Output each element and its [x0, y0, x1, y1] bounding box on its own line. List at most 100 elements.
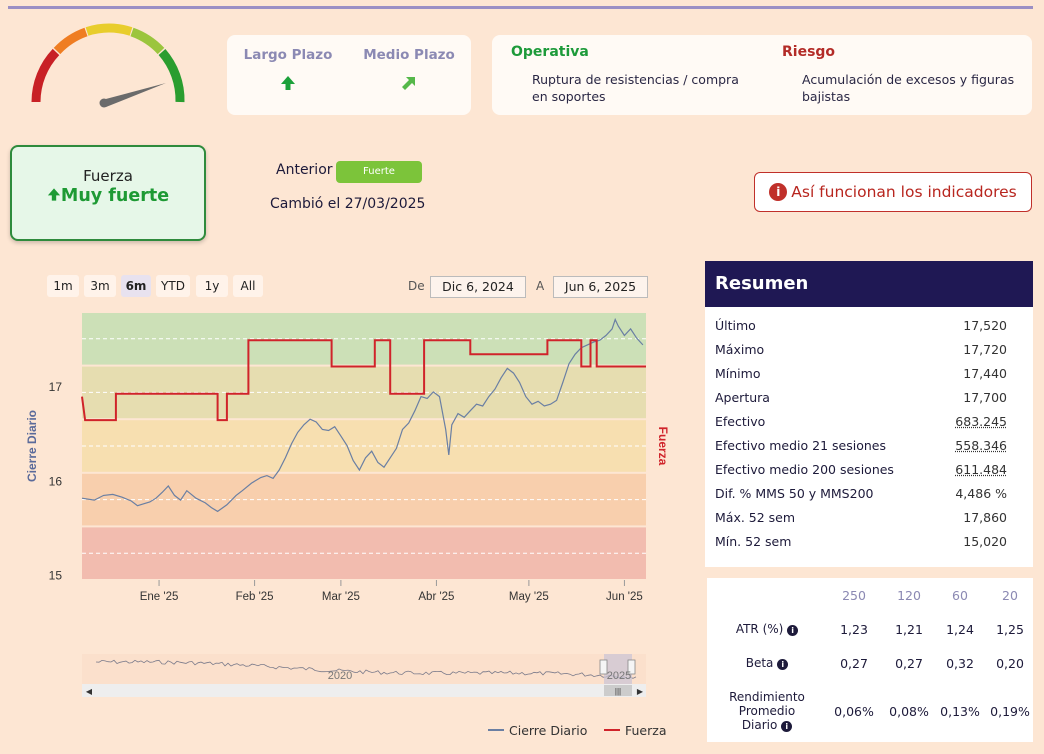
navigator-year-label: 2020 [328, 670, 352, 682]
riesgo-title: Riesgo [782, 44, 836, 60]
resumen-row-dif-mms: Dif. % MMS 50 y MMS200 4,486 % [715, 486, 1007, 510]
gauge-arc-red [31, 48, 60, 103]
grid-lines [82, 338, 646, 554]
scroll-left-icon[interactable]: ◀ [86, 687, 93, 696]
resumen-label: Apertura [715, 390, 770, 405]
info-icon[interactable]: i [781, 721, 793, 732]
legend-cierre-label: Cierre Diario [509, 723, 588, 738]
resumen-title: Resumen [705, 261, 1033, 307]
arrow-up-icon [238, 75, 338, 96]
gauge-arc-green [158, 49, 185, 103]
navigator-line [95, 659, 637, 680]
resumen-value: 17,720 [963, 342, 1007, 357]
resumen-value: 17,440 [963, 366, 1007, 381]
range-6m-button[interactable]: 6m [121, 275, 151, 297]
scrollbar-grip-icon: ||| [615, 687, 621, 696]
date-to-input[interactable]: Jun 6, 2025 [553, 276, 648, 298]
y-tick-label: 17 [49, 380, 63, 394]
resumen-label: Efectivo [715, 414, 766, 429]
beta-label-row: Beta i [717, 656, 817, 670]
scroll-right-icon[interactable]: ▶ [637, 687, 644, 696]
x-tick-label: Jun '25 [606, 591, 643, 603]
resumen-value[interactable]: 611.484 [955, 462, 1007, 477]
navigator-scrollbar[interactable] [82, 684, 646, 697]
resumen-value: 17,520 [963, 318, 1007, 333]
y-tick-label: 15 [49, 568, 63, 582]
resumen-row-efectivo: Efectivo 683.245 [715, 414, 1007, 438]
resumen-value: 15,020 [963, 534, 1007, 549]
rend-label-3: Diario [741, 718, 778, 732]
resumen-row-max52: Máx. 52 sem 17,860 [715, 510, 1007, 534]
x-tick-label: Mar '25 [322, 591, 360, 603]
range-ytd-button[interactable]: YTD [156, 275, 190, 297]
atr-label: ATR (%) [735, 622, 784, 636]
rend-label-2: Promedio [738, 704, 796, 718]
scrollbar-thumb[interactable] [604, 685, 632, 696]
beta-value: 0,32 [946, 656, 974, 671]
price-chart: Cierre Diario Fuerza 15 16 17 Ene '25 Feb '… [25, 313, 670, 697]
gauge-needle [102, 83, 166, 107]
range-1y-button[interactable]: 1y [196, 275, 228, 297]
legend-swatch-cierre [488, 729, 504, 731]
gauge-hub [99, 98, 109, 108]
info-icon[interactable]: i [787, 625, 799, 636]
resumen-label: Mínimo [715, 366, 761, 381]
atr-label-row: ATR (%) i [717, 622, 817, 636]
navigator-handle-left[interactable] [599, 659, 608, 675]
horizon-card: Largo Plazo Medio Plazo [227, 35, 471, 115]
operativa-title: Operativa [511, 44, 589, 60]
atr-value: 1,25 [996, 622, 1024, 637]
rend-value: 0,08% [889, 704, 929, 719]
cierre-diario-line [81, 317, 644, 513]
indicators-info-label: Así funcionan los indicadores [791, 183, 1017, 201]
resumen-label: Efectivo medio 200 sesiones [715, 462, 894, 477]
rend-value: 0,06% [834, 704, 874, 719]
resumen-row-efectivo-200: Efectivo medio 200 sesiones 611.484 [715, 462, 1007, 486]
resumen-row-minimo: Mínimo 17,440 [715, 366, 1007, 390]
legend-fuerza-label: Fuerza [625, 723, 667, 738]
resumen-label: Dif. % MMS 50 y MMS200 [715, 486, 874, 501]
gauge-arc-orange [53, 27, 88, 55]
medio-plazo: Medio Plazo [359, 47, 459, 96]
stats-header: 120 [897, 588, 921, 603]
arrow-up-right-icon [359, 75, 459, 96]
info-icon[interactable]: i [777, 659, 789, 670]
riesgo-text: Acumulación de excesos y figuras bajista… [802, 72, 1015, 104]
rend-label-1: Rendimiento [729, 690, 805, 704]
resumen-label: Último [715, 318, 756, 333]
date-to-label: A [536, 279, 545, 293]
info-icon: i [769, 183, 788, 201]
resumen-row-efectivo-21: Efectivo medio 21 sesiones 558.346 [715, 438, 1007, 462]
top-divider [8, 6, 1033, 9]
beta-value: 0,27 [840, 656, 868, 671]
y-tick-label: 16 [49, 474, 63, 488]
operativa-riesgo-card: Operativa Ruptura de resistencias / comp… [492, 35, 1032, 115]
y-axis-label: Cierre Diario [25, 410, 39, 482]
date-from-input[interactable]: Dic 6, 2024 [430, 276, 526, 298]
fuerza-value: Muy fuerte [60, 186, 170, 206]
atr-value: 1,24 [946, 622, 974, 637]
legend-cierre[interactable]: Cierre Diario [488, 723, 587, 738]
range-all-button[interactable]: All [233, 275, 263, 297]
strength-gauge [31, 23, 185, 108]
range-1m-button[interactable]: 1m [47, 275, 79, 297]
navigator-handle-right[interactable] [627, 659, 636, 675]
legend-fuerza[interactable]: Fuerza [604, 723, 666, 738]
cambio-date: Cambió el 27/03/2025 [270, 196, 426, 212]
resumen-label: Máximo [715, 342, 765, 357]
stats-header: 20 [1002, 588, 1018, 603]
fuerza-label: Fuerza [83, 167, 133, 185]
medio-plazo-label: Medio Plazo [363, 47, 455, 63]
anterior-label: Anterior [276, 162, 333, 178]
rend-value: 0,19% [990, 704, 1030, 719]
range-3m-button[interactable]: 3m [84, 275, 116, 297]
navigator[interactable]: 2020 2025 ||| ◀ ▶ [82, 654, 646, 697]
indicators-info-button[interactable]: i Así funcionan los indicadores [754, 172, 1032, 212]
x-tick-label: Feb '25 [236, 591, 274, 603]
resumen-value[interactable]: 558.346 [955, 438, 1007, 453]
resumen-value[interactable]: 683.245 [955, 414, 1007, 429]
x-tick-label: May '25 [509, 591, 549, 603]
stats-table: 250 120 60 20 ATR (%) i 1,23 1,21 1,24 1… [707, 578, 1033, 742]
navigator-selection[interactable] [604, 654, 632, 684]
resumen-label: Mín. 52 sem [715, 534, 792, 549]
